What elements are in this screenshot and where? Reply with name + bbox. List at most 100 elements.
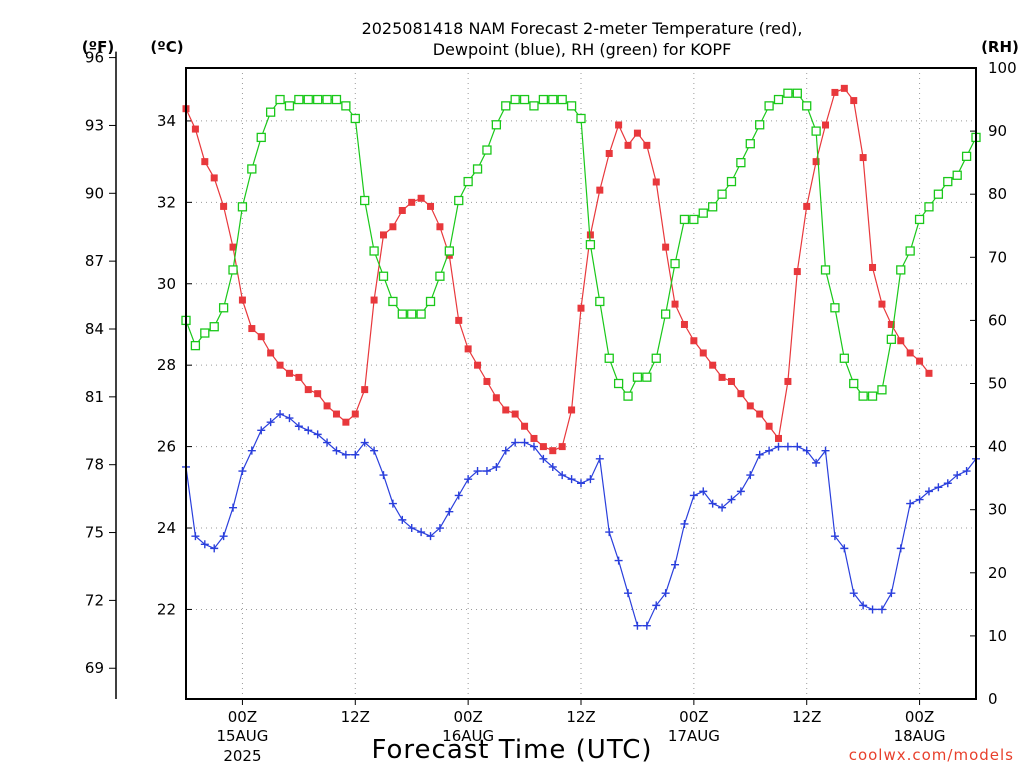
rh-point [604, 353, 614, 363]
x-tick-label: 12Z [341, 708, 370, 726]
dewpoint-point [953, 471, 962, 480]
temperature-point [502, 406, 510, 414]
dewpoint-point [229, 503, 238, 512]
rh-point [472, 164, 483, 174]
dewpoint-point [680, 519, 689, 528]
rh-point [294, 94, 304, 105]
fahrenheit-tick-label: 93 [85, 116, 104, 134]
celsius-tick-label: 34 [157, 112, 176, 130]
rh-point [482, 145, 492, 155]
dewpoint-point [718, 503, 727, 512]
dewpoint-point [520, 438, 529, 447]
rh-point [576, 113, 586, 124]
temperature-point [380, 231, 387, 239]
dewpoint-point [774, 442, 783, 451]
rh-point [209, 322, 219, 332]
dewpoint-point [247, 446, 256, 455]
dewpoint-point [614, 556, 623, 565]
rh-point [896, 265, 906, 275]
rh-point [435, 271, 445, 281]
fahrenheit-tick-label: 69 [85, 659, 104, 677]
temperature-point [276, 361, 284, 369]
fahrenheit-tick-label: 84 [85, 320, 104, 338]
temperature-point [511, 410, 519, 418]
temperature-point [850, 97, 858, 105]
dewpoint-point [586, 475, 595, 484]
temperature-point [332, 410, 340, 418]
rh-point [952, 170, 962, 180]
temperature-point [831, 88, 839, 96]
rh-point [369, 246, 379, 256]
dewpoint-point [812, 458, 821, 467]
temperature-point [229, 243, 237, 251]
temperature-point [521, 422, 529, 430]
temperature-point [812, 158, 820, 166]
fahrenheit-tick-label: 81 [85, 388, 104, 406]
dewpoint-point [379, 471, 388, 480]
temperature-point [878, 300, 886, 308]
rh-tick-label: 100 [988, 59, 1017, 77]
dewpoint-point [558, 471, 567, 480]
temperature-point [539, 443, 547, 451]
dewpoint-point [671, 560, 680, 569]
chart-title-line-1: 2025081418 NAM Forecast 2-meter Temperat… [362, 19, 803, 38]
temperature-point [361, 386, 369, 394]
x-tick-label: 00Z [905, 708, 934, 726]
x-axis-title: Forecast Time (UTC) [371, 735, 652, 765]
fahrenheit-unit-label: (ºF) [82, 38, 114, 56]
dewpoint-point [793, 442, 802, 451]
rh-point [867, 391, 878, 401]
rh-point [407, 309, 417, 319]
x-tick-date: 16AUG [442, 727, 494, 745]
rh-point [877, 385, 887, 395]
rh-tick-label: 70 [988, 248, 1007, 266]
temperature-point [220, 202, 228, 210]
temperature-point [906, 349, 914, 357]
rh-point [566, 101, 577, 111]
rh-point [708, 202, 718, 212]
rh-point [886, 334, 897, 344]
rh-point [228, 265, 238, 275]
x-tick-date: 15AUG [216, 727, 268, 745]
temperature-point [624, 141, 632, 149]
dewpoint-point [577, 479, 585, 488]
rh-tick-label: 60 [988, 311, 1007, 329]
rh-point [651, 353, 661, 363]
temperature-point [718, 373, 726, 381]
temperature-point [549, 447, 557, 455]
x-tick-label: 12Z [566, 708, 595, 726]
temperature-point [633, 129, 641, 137]
rh-point [275, 94, 285, 105]
temperature-point [727, 377, 735, 385]
rh-point [557, 94, 567, 105]
temperature-point [295, 373, 303, 381]
rh-point [830, 303, 840, 313]
celsius-tick-label: 26 [157, 438, 176, 456]
rh-point [755, 120, 765, 130]
temperature-point [803, 202, 811, 210]
rh-point [914, 214, 925, 225]
rh-point [237, 202, 248, 212]
temperature-point [925, 369, 933, 377]
temperature-point [455, 316, 463, 324]
rh-tick-label: 30 [988, 501, 1007, 519]
temperature-point [746, 402, 754, 410]
temperature-point [314, 390, 322, 398]
temperature-point [680, 320, 688, 328]
dewpoint-point [482, 467, 491, 476]
dewpoint-point [849, 589, 858, 598]
temperature-point [483, 377, 491, 385]
dewpoint-point [323, 438, 332, 447]
rh-point [764, 101, 774, 111]
temperature-point [784, 377, 792, 385]
fahrenheit-tick-label: 78 [85, 456, 104, 474]
rh-point [200, 328, 210, 338]
rh-point [811, 126, 821, 136]
celsius-tick-label: 32 [157, 193, 176, 211]
x-tick-label: 00Z [679, 708, 708, 726]
temperature-point [699, 349, 707, 357]
dewpoint-point [454, 491, 463, 500]
rh-point [284, 101, 295, 111]
